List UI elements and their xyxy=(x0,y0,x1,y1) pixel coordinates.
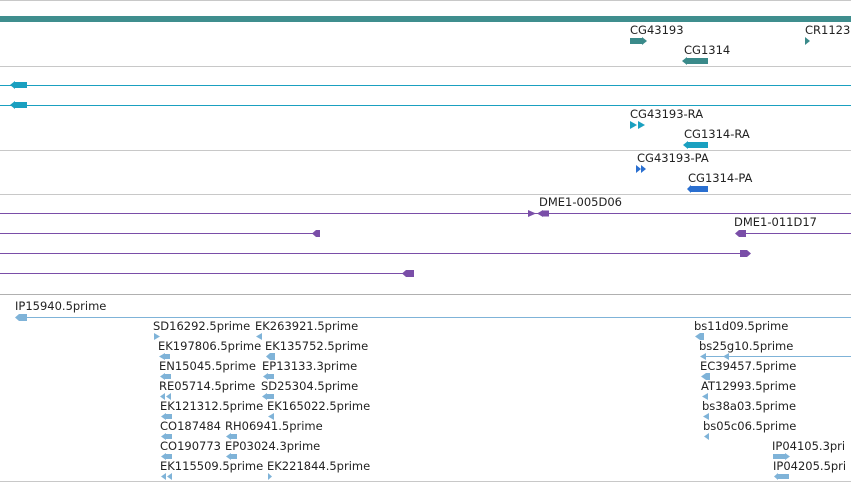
est-label[interactable]: RE05714.5prime xyxy=(159,380,255,393)
transcript-glyph[interactable] xyxy=(10,81,28,90)
clone-line[interactable] xyxy=(0,213,851,214)
transcript-glyph[interactable] xyxy=(683,141,711,149)
est-label[interactable]: EK165022.5prime xyxy=(267,400,370,413)
gene-label[interactable]: CR1123 xyxy=(805,24,850,37)
est-label[interactable]: bs11d09.5prime xyxy=(694,320,788,333)
transcript-label[interactable]: CG1314-RA xyxy=(684,128,750,141)
clone-line[interactable] xyxy=(0,253,750,254)
clone-line[interactable] xyxy=(740,233,851,234)
est-label[interactable]: EK263921.5prime xyxy=(255,320,358,333)
transcript-track: CG43193-RA CG1314-RA xyxy=(0,106,851,150)
clone-glyph[interactable] xyxy=(527,209,551,218)
transcript-line[interactable] xyxy=(0,85,851,86)
est-label[interactable]: bs25g10.5prime xyxy=(699,340,793,353)
track-separator xyxy=(0,66,851,67)
clone-glyph[interactable] xyxy=(311,229,321,238)
est-label[interactable]: EK121312.5prime xyxy=(160,400,263,413)
genome-browser-view: CG43193 CG1314 CR1123 CG43193-RA CG1314-… xyxy=(0,0,851,482)
est-glyph[interactable] xyxy=(703,433,711,440)
clone-track: DME1-005D06 DME1-011D17 xyxy=(0,194,851,294)
transcript-glyph[interactable] xyxy=(629,121,649,129)
est-label[interactable]: EP03024.3prime xyxy=(225,440,320,453)
est-glyph[interactable] xyxy=(160,473,176,480)
protein-label[interactable]: CG43193-PA xyxy=(637,152,709,165)
gene-glyph[interactable] xyxy=(804,37,814,45)
est-label[interactable]: EK135752.5prime xyxy=(265,340,368,353)
clone-label[interactable]: DME1-005D06 xyxy=(539,196,622,209)
est-label[interactable]: CO190773 xyxy=(160,440,221,453)
est-glyph[interactable] xyxy=(14,313,28,322)
est-label[interactable]: EK115509.5prime xyxy=(160,460,263,473)
clone-label[interactable]: DME1-011D17 xyxy=(734,216,817,229)
clone-glyph[interactable] xyxy=(401,269,415,278)
est-label[interactable]: IP04105.3pri xyxy=(772,440,845,453)
est-label[interactable]: EC39457.5prime xyxy=(700,360,796,373)
est-glyph[interactable] xyxy=(773,473,793,480)
track-separator xyxy=(0,294,851,295)
protein-glyph[interactable] xyxy=(687,185,711,193)
gene-label[interactable]: CG43193 xyxy=(630,24,684,37)
est-label[interactable]: RH06941.5prime xyxy=(225,420,323,433)
gene-label[interactable]: CG1314 xyxy=(684,44,730,57)
est-label[interactable]: SD16292.5prime xyxy=(153,320,250,333)
clone-glyph[interactable] xyxy=(734,229,748,238)
est-label[interactable]: AT12993.5prime xyxy=(701,380,796,393)
top-border xyxy=(0,0,851,1)
gene-glyph[interactable] xyxy=(682,57,710,65)
protein-glyph[interactable] xyxy=(635,165,649,173)
est-label[interactable]: CO187484 xyxy=(160,420,221,433)
protein-track: CG43193-PA CG1314-PA xyxy=(0,150,851,194)
est-label[interactable]: EP13133.3prime xyxy=(262,360,357,373)
clone-line[interactable] xyxy=(0,273,410,274)
clone-line[interactable] xyxy=(0,233,318,234)
est-label[interactable]: EK221844.5prime xyxy=(267,460,370,473)
gene-glyph[interactable] xyxy=(629,37,649,45)
est-label[interactable]: bs38a03.5prime xyxy=(702,400,796,413)
est-glyph[interactable] xyxy=(267,473,275,480)
transcript-label[interactable]: CG43193-RA xyxy=(630,108,703,121)
est-label[interactable]: SD25304.5prime xyxy=(261,380,358,393)
est-label[interactable]: bs05c06.5prime xyxy=(703,420,796,433)
est-track: IP15940.5prime SD16292.5prime EK263921.5… xyxy=(0,298,851,482)
est-label[interactable]: EN15045.5prime xyxy=(159,360,256,373)
est-label[interactable]: IP04205.5pri xyxy=(773,460,846,473)
gene-track: CG43193 CG1314 CR1123 xyxy=(0,22,851,66)
est-label[interactable]: IP15940.5prime xyxy=(15,300,106,313)
est-line[interactable] xyxy=(20,317,851,318)
est-label[interactable]: EK197806.5prime xyxy=(158,340,261,353)
protein-label[interactable]: CG1314-PA xyxy=(688,172,752,185)
clone-glyph[interactable] xyxy=(739,249,753,258)
